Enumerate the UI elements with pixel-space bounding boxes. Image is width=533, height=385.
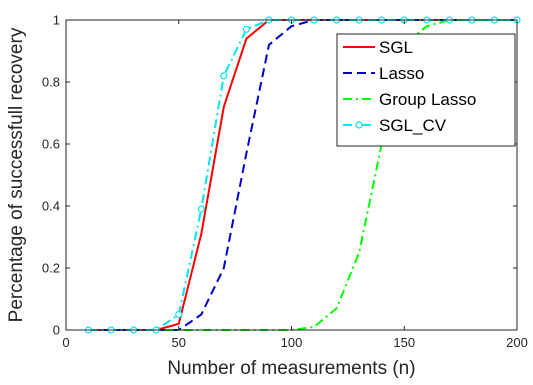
y-tick-label: 1 [53,13,60,28]
legend: SGL Lasso Group Lasso SGL_CV [336,33,516,147]
x-axis-label: Number of measurements (n) [167,358,415,379]
x-tick-label: 100 [281,335,303,350]
ticks-layer: 0 50 100 150 200 0 0.2 0.4 0.6 0.8 1 [42,13,528,351]
series-point [242,25,250,33]
series-point [220,72,228,80]
x-tick-label: 0 [62,335,69,350]
y-tick-label: 0.8 [42,75,60,90]
y-tick-label: 0.4 [42,199,60,214]
series-point [175,310,183,319]
legend-label-3: SGL_CV [379,116,447,135]
y-tick-label: 0.2 [42,261,60,276]
x-tick-label: 150 [393,335,415,350]
legend-box [336,33,516,147]
y-axis-label: Percentage of successfull recovery [6,27,27,322]
x-tick-label: 200 [506,335,528,350]
legend-label-1: Lasso [379,64,424,83]
series-point [197,205,205,213]
y-tick-label: 0 [53,323,60,338]
x-tick-label: 50 [172,335,186,350]
legend-label-2: Group Lasso [379,90,476,109]
y-tick-label: 0.6 [42,137,60,152]
legend-label-0: SGL [379,38,413,57]
legend-marker-3 [355,121,363,129]
